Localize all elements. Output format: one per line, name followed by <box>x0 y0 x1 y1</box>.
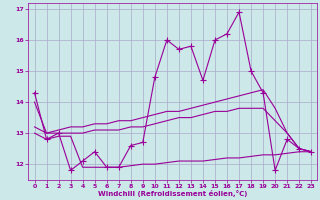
X-axis label: Windchill (Refroidissement éolien,°C): Windchill (Refroidissement éolien,°C) <box>98 190 248 197</box>
